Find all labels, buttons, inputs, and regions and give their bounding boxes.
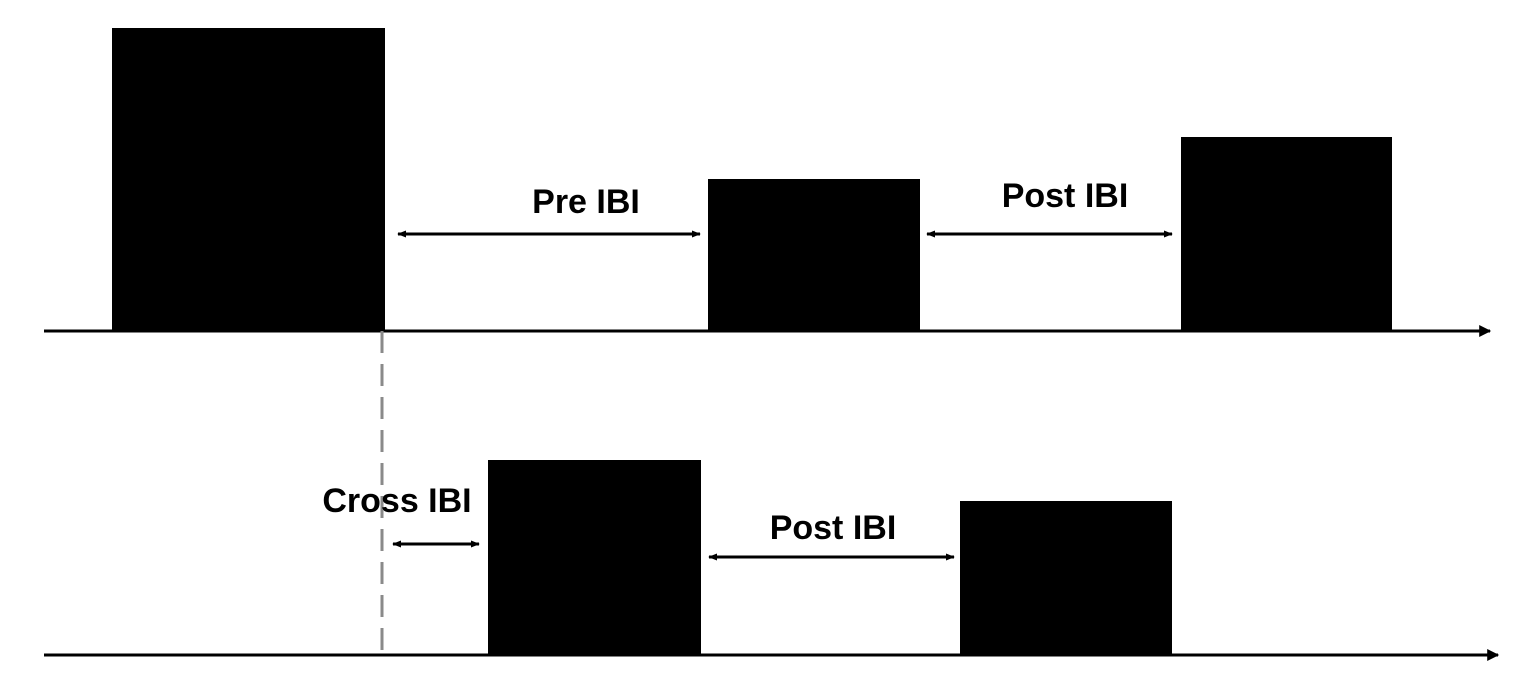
bottom-row: Cross IBI Post IBI [44,460,1500,661]
bottom-post-ibi-label: Post IBI [770,509,897,547]
top-post-ibi-label: Post IBI [1002,177,1129,215]
top-row: Pre IBI Post IBI [44,28,1492,337]
cross-ibi-label: Cross IBI [322,482,471,520]
bottom-burst-1 [488,460,701,655]
top-burst-1 [112,28,385,331]
bottom-burst-2 [960,501,1172,655]
top-burst-2 [708,179,920,331]
top-burst-3 [1181,137,1392,331]
pre-ibi-label: Pre IBI [532,183,640,221]
